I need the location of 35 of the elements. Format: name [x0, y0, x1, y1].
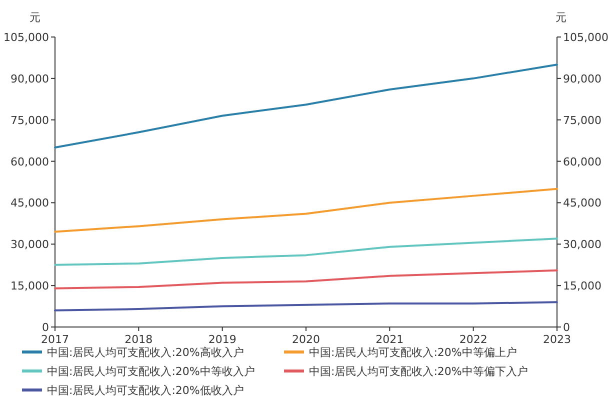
- x-tick-label: 2023: [543, 333, 571, 346]
- y2-tick-label: 105,000: [563, 31, 608, 44]
- y2-axis-title: 元: [556, 11, 566, 24]
- x-tick-label: 2017: [41, 333, 69, 346]
- line-series: [54, 64, 558, 148]
- y-tick-label: 30,000: [10, 238, 49, 252]
- y-tick-label: 0: [42, 321, 49, 334]
- x-tick-label: 2019: [208, 333, 236, 346]
- y-tick-label: 15,000: [10, 280, 49, 293]
- y2-tick-label: 30,000: [563, 238, 602, 252]
- y2-tick-label: 75,000: [563, 114, 602, 127]
- y2-tick-label: 0: [563, 321, 570, 334]
- y2-tick-label: 45,000: [563, 196, 602, 210]
- x-tick-label: 2022: [459, 333, 488, 346]
- y-tick-label: 45,000: [10, 196, 49, 210]
- y2-tick-label: 60,000: [563, 155, 602, 168]
- y2-tick-label: 90,000: [563, 72, 602, 86]
- line-series: [54, 269, 558, 290]
- y-axis-title: 元: [30, 11, 40, 24]
- legend-label: 中国:居民人均可支配收入:20%中等偏上户: [309, 346, 517, 359]
- legend-label: 中国:居民人均可支配收入:20%低收入户: [47, 384, 244, 397]
- legend-label: 中国:居民人均可支配收入:20%中等收入户: [47, 365, 255, 378]
- x-tick-label: 2021: [376, 333, 404, 346]
- y2-tick-label: 15,000: [563, 280, 602, 293]
- legend-label: 中国:居民人均可支配收入:20%中等偏下入户: [309, 365, 528, 378]
- y-tick-label: 105,000: [4, 31, 49, 44]
- line-series: [54, 238, 558, 266]
- line-series: [54, 301, 558, 312]
- x-tick-label: 2020: [292, 333, 320, 346]
- y-tick-label: 75,000: [10, 114, 49, 127]
- legend-label: 中国:居民人均可支配收入:20%高收入户: [47, 346, 244, 359]
- y-tick-label: 90,000: [10, 72, 49, 86]
- line-series: [54, 188, 558, 233]
- x-tick-label: 2018: [124, 333, 153, 346]
- y-tick-label: 60,000: [10, 155, 49, 168]
